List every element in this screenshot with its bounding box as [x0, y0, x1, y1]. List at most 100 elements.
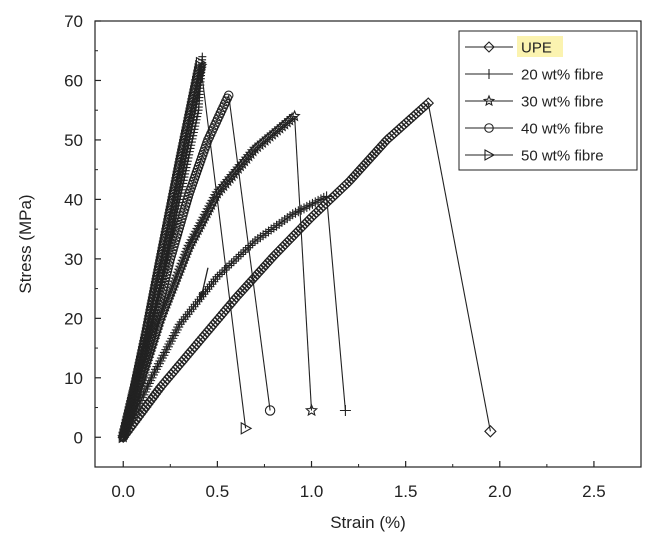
x-tick-label: 2.5 [582, 482, 606, 501]
series-40-wtpct-fibre [118, 90, 276, 443]
series-marker [192, 336, 205, 348]
series-marker [162, 221, 174, 234]
series-marker [180, 311, 191, 322]
series-marker [169, 363, 182, 376]
y-axis-label: Stress (MPa) [16, 194, 35, 293]
series-marker [393, 123, 405, 135]
series-marker [170, 183, 181, 196]
series-marker [167, 199, 178, 211]
legend-label: 20 wt% fibre [521, 67, 604, 84]
series-marker [285, 211, 295, 222]
series-marker [236, 157, 249, 169]
series-marker [251, 268, 263, 281]
series-marker [217, 267, 228, 278]
series-marker [319, 198, 332, 210]
series-marker [143, 396, 156, 408]
series-marker [276, 241, 289, 253]
series-marker [420, 99, 432, 112]
legend-label: 40 wt% fibre [521, 121, 604, 138]
series-marker [157, 378, 169, 391]
series-marker [178, 353, 190, 366]
y-tick-label: 60 [64, 71, 83, 90]
series-marker [261, 257, 274, 269]
series-marker [245, 275, 257, 288]
series-marker [255, 263, 268, 276]
series-marker [221, 174, 234, 187]
series-marker [182, 348, 194, 361]
series-marker [167, 195, 179, 208]
legend: UPE 20 wt% fibre 30 wt% fibre 40 wt% fibre 5… [458, 30, 638, 171]
series-marker [223, 90, 234, 101]
series-marker [407, 110, 420, 122]
series-marker [308, 209, 320, 221]
legend-entry: 50 wt% fibre [465, 148, 604, 165]
plot-frame [94, 20, 642, 468]
series-marker [234, 159, 247, 172]
legend-label: 50 wt% fibre [521, 148, 604, 165]
series-marker [265, 252, 278, 264]
series-marker [349, 168, 362, 181]
series-marker [169, 186, 181, 199]
series-marker [252, 234, 263, 245]
series-marker [244, 147, 257, 160]
fracture-end-marker [240, 421, 253, 435]
fracture-line [228, 95, 271, 411]
series-marker [331, 186, 344, 199]
legend-entry: UPE [465, 36, 563, 57]
series-marker [230, 291, 242, 304]
series-marker [303, 213, 316, 226]
series-marker [296, 220, 309, 233]
series-marker [255, 232, 266, 243]
series-marker [225, 169, 239, 182]
series-marker [398, 118, 410, 131]
x-tick-label: 1.0 [300, 482, 324, 501]
series-marker [211, 314, 224, 326]
legend-entry: 20 wt% fibre [465, 67, 604, 84]
series-marker [362, 154, 374, 167]
series-marker [166, 202, 178, 215]
series-marker [217, 179, 230, 192]
series-marker [202, 284, 213, 295]
series-marker [204, 281, 215, 292]
series-marker [222, 301, 234, 314]
series-marker [274, 218, 285, 229]
series-marker [173, 358, 186, 371]
series-marker [160, 230, 172, 243]
series-marker [163, 218, 174, 230]
series-marker [247, 238, 258, 249]
series-marker [250, 236, 261, 247]
series-marker [279, 215, 290, 226]
y-tick-label: 70 [64, 12, 83, 31]
series-marker [232, 289, 245, 301]
series-marker [163, 371, 176, 383]
y-tick-label: 10 [64, 369, 83, 388]
series-marker [203, 323, 215, 336]
series-marker [274, 243, 287, 255]
series-marker [206, 279, 217, 290]
series-marker [165, 205, 177, 218]
series-marker [178, 314, 189, 325]
series-marker [140, 401, 152, 413]
series-marker [201, 326, 213, 338]
series-marker [415, 103, 427, 116]
series-marker [199, 328, 211, 341]
series-marker [165, 368, 178, 381]
legend-marker [484, 123, 494, 133]
series-marker [249, 270, 261, 283]
series-marker [366, 150, 378, 162]
series-curve [122, 95, 230, 438]
series-marker [390, 125, 403, 138]
series-marker [219, 177, 232, 189]
series-marker [174, 319, 185, 330]
series-marker [301, 216, 313, 228]
series-marker [343, 175, 355, 188]
series-marker [417, 101, 430, 114]
series-marker [281, 236, 293, 249]
fracture-line [294, 116, 313, 411]
fracture-line [199, 62, 247, 429]
series-marker [238, 282, 251, 295]
legend-label: UPE [521, 40, 552, 57]
series-marker [412, 105, 425, 118]
series-marker [358, 159, 370, 172]
